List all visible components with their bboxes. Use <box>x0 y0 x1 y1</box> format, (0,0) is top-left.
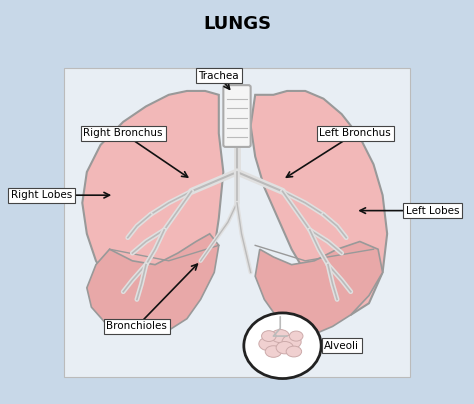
Polygon shape <box>251 91 387 315</box>
Text: Left Lobes: Left Lobes <box>406 206 459 216</box>
Text: LUNGS: LUNGS <box>203 15 271 33</box>
FancyBboxPatch shape <box>223 85 251 147</box>
Text: Trachea: Trachea <box>199 71 239 80</box>
Polygon shape <box>255 242 383 334</box>
Text: Alveoli: Alveoli <box>324 341 359 351</box>
Text: Right Lobes: Right Lobes <box>11 190 72 200</box>
Ellipse shape <box>259 337 279 351</box>
Ellipse shape <box>289 331 303 341</box>
Text: Left Bronchus: Left Bronchus <box>319 128 391 139</box>
Polygon shape <box>87 234 219 334</box>
Ellipse shape <box>286 346 301 357</box>
Ellipse shape <box>271 330 289 343</box>
Ellipse shape <box>265 346 282 357</box>
Circle shape <box>244 313 321 379</box>
FancyBboxPatch shape <box>64 68 410 377</box>
Ellipse shape <box>282 335 301 349</box>
Text: Right Bronchus: Right Bronchus <box>83 128 163 139</box>
Polygon shape <box>82 91 223 311</box>
Text: Bronchioles: Bronchioles <box>107 322 167 331</box>
Ellipse shape <box>276 341 293 354</box>
Ellipse shape <box>262 331 276 341</box>
